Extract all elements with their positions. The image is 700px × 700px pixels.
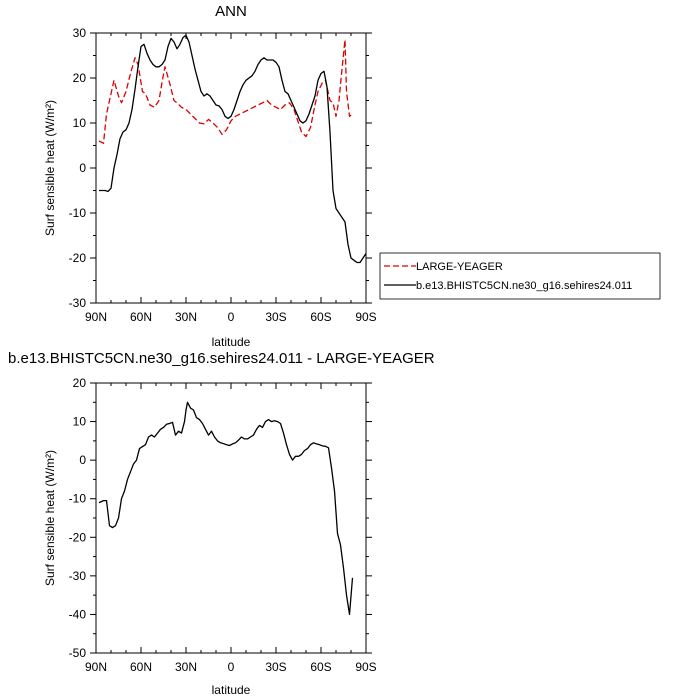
x-tick-label-0-3: 0 bbox=[228, 310, 235, 324]
x-tick-label-0-0: 90N bbox=[85, 310, 107, 324]
y-tick-label-1-5: 0 bbox=[79, 453, 86, 467]
legend-box bbox=[379, 252, 661, 300]
x-tick-label-0-5: 60S bbox=[310, 310, 331, 324]
legend-label-1: b.e13.BHISTC5CN.ne30_g16.sehires24.011 bbox=[416, 280, 632, 292]
x-tick-label-0-1: 60N bbox=[130, 310, 152, 324]
y-tick-label-1-0: -50 bbox=[69, 646, 87, 660]
y-tick-label-0-0: -30 bbox=[69, 296, 87, 310]
x-tick-label-1-4: 30S bbox=[265, 660, 286, 674]
y-tick-label-0-5: 20 bbox=[73, 71, 87, 85]
x-tick-label-1-5: 60S bbox=[310, 660, 331, 674]
x-tick-label-1-6: 90S bbox=[355, 660, 376, 674]
y-tick-label-0-2: -10 bbox=[69, 206, 87, 220]
plot-frame-1 bbox=[95, 382, 367, 654]
y-tick-label-1-6: 10 bbox=[73, 415, 87, 429]
x-tick-label-0-4: 30S bbox=[265, 310, 286, 324]
chart-title-0: ANN bbox=[215, 3, 247, 20]
y-tick-label-1-3: -20 bbox=[69, 530, 87, 544]
y-tick-label-1-1: -40 bbox=[69, 607, 87, 621]
y-tick-label-1-7: 20 bbox=[73, 376, 87, 390]
y-axis-label-0: Surf sensible heat (W/m²) bbox=[43, 100, 57, 236]
x-tick-label-1-0: 90N bbox=[85, 660, 107, 674]
y-tick-label-1-4: -10 bbox=[69, 492, 87, 506]
series-line-1-0 bbox=[98, 401, 354, 616]
y-tick-label-0-6: 30 bbox=[73, 26, 87, 40]
x-tick-label-1-1: 60N bbox=[130, 660, 152, 674]
series-line-0-1 bbox=[99, 34, 367, 264]
y-axis-label-1: Surf sensible heat (W/m²) bbox=[43, 450, 57, 586]
x-tick-label-0-2: 30N bbox=[175, 310, 197, 324]
x-axis-label-1: latitude bbox=[212, 683, 251, 697]
chart-title-1: b.e13.BHISTC5CN.ne30_g16.sehires24.011 -… bbox=[8, 350, 435, 367]
x-tick-label-1-3: 0 bbox=[228, 660, 235, 674]
x-axis-label-0: latitude bbox=[212, 335, 251, 349]
x-tick-label-0-6: 90S bbox=[355, 310, 376, 324]
series-line-0-0 bbox=[98, 39, 353, 144]
y-tick-label-0-4: 10 bbox=[73, 116, 87, 130]
y-tick-label-1-2: -30 bbox=[69, 569, 87, 583]
y-tick-label-0-3: 0 bbox=[79, 161, 86, 175]
x-tick-label-1-2: 30N bbox=[175, 660, 197, 674]
y-tick-label-0-1: -20 bbox=[69, 251, 87, 265]
legend-label-0: LARGE-YEAGER bbox=[416, 261, 503, 273]
